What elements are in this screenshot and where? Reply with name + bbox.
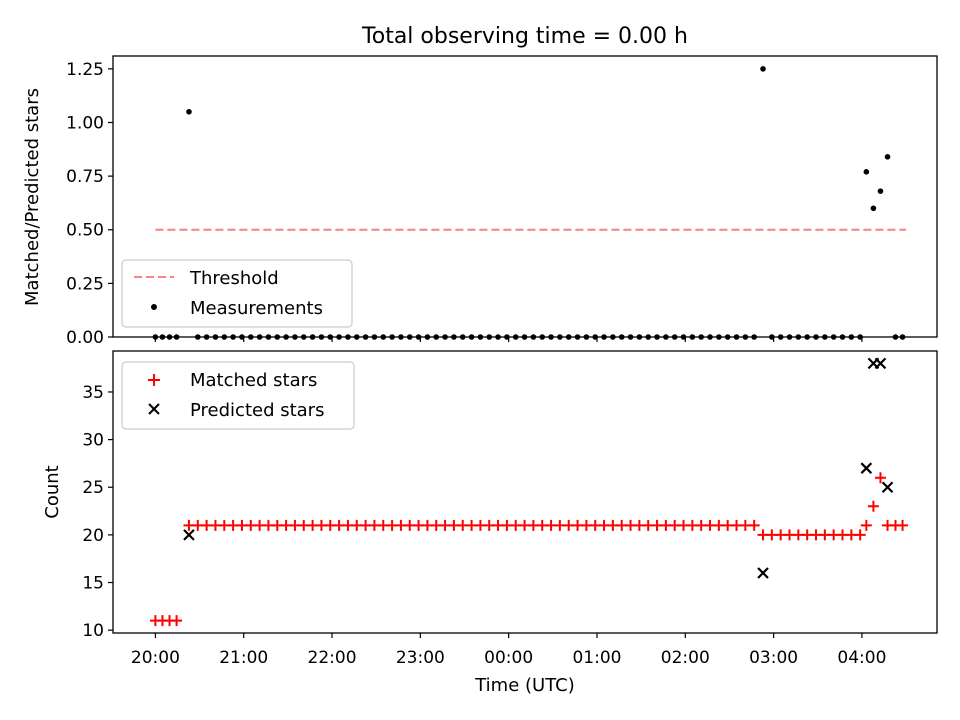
bottom-x-axis-label: Time (UTC) [474, 675, 575, 696]
bottom-x-tick-label: 03:00 [749, 648, 798, 668]
top-y-tick-label: 0.75 [66, 167, 104, 187]
bottom-y-tick-label: 30 [82, 431, 104, 451]
top-legend-frame [121, 259, 353, 328]
top-y-tick-label: 0.50 [66, 221, 104, 241]
matched-star-marker [854, 529, 866, 541]
bottom-y-tick-label: 20 [82, 526, 104, 546]
top-legend: Threshold Measurements [121, 259, 353, 328]
bottom-y-tick-label: 10 [82, 621, 104, 641]
measurement-point [186, 108, 192, 115]
bottom-x-tick-label: 20:00 [131, 648, 180, 668]
top-y-axis-label: Matched/Predicted stars [22, 88, 43, 306]
top-x-ticks [154, 337, 863, 342]
legend-matched-swatch [148, 374, 160, 386]
bottom-x-tick-label: 02:00 [661, 648, 710, 668]
measurement-point [884, 154, 891, 160]
legend-predicted-label: Predicted stars [190, 400, 324, 421]
matched-series [149, 472, 909, 627]
bottom-x-tick-label: 21:00 [219, 648, 268, 668]
measurement-point [863, 169, 870, 175]
legend-threshold-label: Threshold [189, 268, 279, 289]
top-y-tick-label: 0.25 [66, 274, 104, 294]
measurement-point [877, 188, 884, 194]
bottom-x-tick-label: 04:00 [837, 648, 886, 668]
bottom-x-tick-label: 00:00 [484, 648, 533, 668]
bottom-x-tick-label: 23:00 [396, 648, 445, 668]
legend-measurements-swatch [151, 304, 157, 310]
matched-star-marker [897, 519, 909, 531]
bottom-plot-frame [112, 350, 938, 634]
bottom-legend: Matched stars Predicted stars [121, 361, 355, 430]
legend-matched-label: Matched stars [190, 370, 317, 391]
matched-star-marker [867, 500, 879, 512]
bottom-x-axis: 20:00 21:00 22:00 23:00 00:00 01:00 02:00 03:00… [131, 633, 886, 668]
matched-star-marker [171, 615, 183, 627]
bottom-y-axis: 10 15 20 25 30 35 [82, 383, 113, 641]
matched-star-marker [874, 472, 886, 484]
predicted-star-marker [757, 567, 769, 579]
bottom-x-tick-label: 22:00 [308, 648, 357, 668]
top-panel: 0.00 0.25 0.50 0.75 1.00 1.25 Matched/Predict… [22, 55, 938, 348]
measurement-point [870, 205, 877, 212]
bottom-y-tick-label: 25 [82, 478, 104, 498]
bottom-y-tick-label: 15 [82, 574, 104, 594]
predicted-star-marker [860, 462, 873, 474]
bottom-x-tick-label: 01:00 [572, 648, 621, 668]
predicted-star-marker [881, 481, 894, 494]
predicted-star-marker [874, 357, 887, 370]
matched-star-marker [860, 519, 872, 531]
bottom-legend-frame [121, 361, 355, 430]
top-y-tick-label: 1.00 [66, 113, 104, 133]
top-plot-frame [112, 55, 938, 338]
legend-predicted-swatch [148, 403, 160, 415]
bottom-panel: 10 15 20 25 30 35 20:00 21:00 22:00 23:00 00:00 01… [42, 350, 938, 696]
top-y-tick-label: 1.25 [66, 60, 104, 80]
legend-measurements-label: Measurements [190, 298, 323, 319]
figure-title: Total observing time = 0.00 h [361, 24, 688, 49]
top-y-tick-label: 0.00 [66, 328, 104, 348]
predicted-series [183, 357, 894, 579]
predicted-star-marker [183, 529, 195, 541]
measurement-point [760, 66, 766, 72]
bottom-y-axis-label: Count [42, 465, 63, 518]
matched-star-marker [748, 519, 760, 531]
bottom-y-tick-label: 35 [82, 383, 104, 403]
top-y-axis: 0.00 0.25 0.50 0.75 1.00 1.25 [66, 60, 113, 348]
